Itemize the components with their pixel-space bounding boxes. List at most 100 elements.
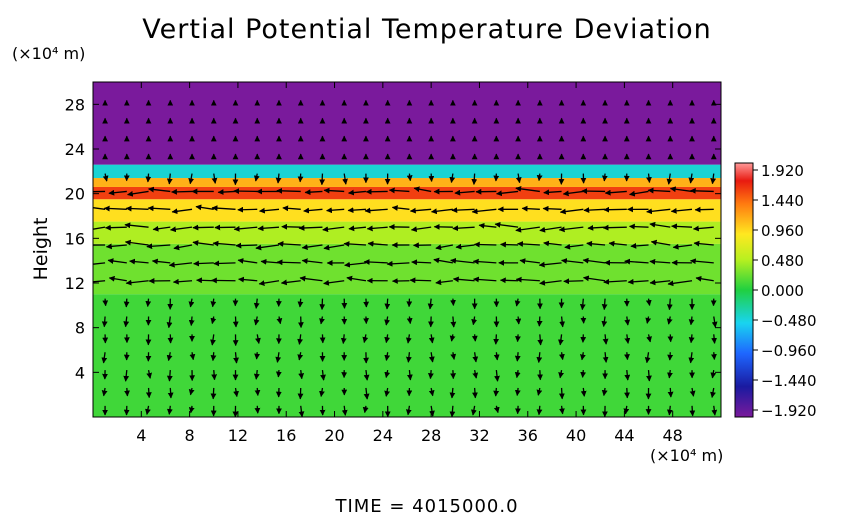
wind-arrow bbox=[455, 243, 475, 250]
wind-arrow bbox=[536, 173, 543, 182]
wind-arrow bbox=[146, 369, 153, 379]
wind-arrow bbox=[323, 279, 345, 286]
wind-arrow bbox=[145, 173, 152, 183]
wind-arrow bbox=[429, 405, 435, 417]
wind-arrow bbox=[255, 334, 261, 344]
wind-arrow bbox=[151, 258, 171, 265]
wind-arrow bbox=[515, 405, 521, 415]
wind-arrow bbox=[688, 316, 695, 326]
wind-arrow bbox=[188, 405, 195, 414]
wind-arrow bbox=[101, 316, 108, 328]
wind-arrow bbox=[711, 405, 718, 416]
wind-arrow bbox=[253, 173, 260, 182]
wind-arrow bbox=[167, 387, 174, 399]
wind-arrow bbox=[450, 298, 456, 306]
field-band bbox=[93, 186, 721, 200]
wind-arrow bbox=[253, 316, 260, 326]
wind-arrow bbox=[693, 240, 714, 247]
wind-arrow bbox=[428, 352, 435, 363]
wind-arrow bbox=[471, 334, 478, 342]
wind-arrow bbox=[297, 298, 304, 308]
wind-arrow bbox=[152, 225, 171, 232]
wind-arrow bbox=[233, 352, 239, 364]
wind-arrow bbox=[127, 190, 149, 197]
field-band bbox=[93, 294, 721, 417]
wind-arrow bbox=[515, 334, 521, 343]
wind-arrow bbox=[211, 173, 218, 184]
wind-arrow bbox=[558, 369, 564, 379]
wind-arrow bbox=[347, 207, 366, 214]
wind-arrow bbox=[517, 241, 540, 247]
wind-arrow bbox=[624, 352, 630, 361]
wind-arrow bbox=[123, 298, 130, 308]
x-tick-label: 24 bbox=[373, 426, 393, 445]
wind-arrow bbox=[391, 205, 410, 211]
wind-arrow bbox=[558, 387, 565, 400]
wind-arrow bbox=[188, 387, 195, 396]
wind-arrow bbox=[384, 334, 391, 344]
wind-arrow bbox=[666, 298, 673, 311]
wind-arrow bbox=[297, 334, 303, 345]
wind-arrow bbox=[583, 207, 606, 214]
wind-arrow bbox=[559, 405, 565, 415]
wind-arrow bbox=[405, 352, 412, 363]
wind-arrow bbox=[105, 243, 127, 250]
wind-arrow bbox=[340, 334, 347, 344]
wind-arrow bbox=[586, 240, 606, 247]
wind-arrow bbox=[384, 352, 391, 361]
wind-arrow bbox=[710, 173, 717, 185]
wind-arrow bbox=[108, 275, 127, 282]
wind-arrow bbox=[500, 241, 519, 248]
wind-arrow bbox=[472, 352, 479, 363]
wind-arrow bbox=[649, 221, 671, 228]
wind-arrow bbox=[363, 387, 370, 400]
wind-arrow bbox=[667, 280, 693, 287]
heatmap-field bbox=[93, 82, 721, 417]
wind-arrow bbox=[108, 189, 127, 196]
wind-arrow bbox=[166, 316, 173, 329]
wind-arrow bbox=[562, 190, 584, 197]
x-tick-label: 48 bbox=[663, 426, 683, 445]
wind-arrow bbox=[689, 405, 696, 417]
wind-arrow bbox=[644, 352, 651, 364]
wind-arrow bbox=[449, 387, 456, 399]
wind-arrow bbox=[388, 187, 410, 194]
wind-arrow bbox=[601, 298, 608, 311]
wind-arrow bbox=[210, 298, 217, 308]
x-tick-label: 20 bbox=[324, 426, 344, 445]
wind-arrow bbox=[298, 225, 323, 231]
wind-arrow bbox=[450, 352, 457, 360]
wind-arrow bbox=[450, 316, 457, 328]
wind-arrow bbox=[275, 173, 282, 184]
wind-arrow bbox=[258, 280, 280, 286]
field-band bbox=[93, 199, 721, 222]
wind-arrow bbox=[276, 316, 283, 325]
wind-arrow bbox=[452, 225, 475, 232]
wind-arrow bbox=[386, 260, 410, 267]
wind-arrow bbox=[449, 334, 456, 342]
wind-arrow bbox=[514, 352, 521, 362]
field-band bbox=[93, 82, 721, 165]
wind-arrow bbox=[564, 243, 584, 250]
wind-arrow bbox=[650, 239, 671, 246]
wind-arrow bbox=[624, 258, 649, 265]
wind-arrow bbox=[514, 369, 521, 379]
wind-arrow bbox=[645, 298, 652, 307]
wind-arrow bbox=[623, 405, 630, 415]
wind-arrow bbox=[602, 334, 609, 345]
wind-arrow bbox=[603, 206, 627, 213]
wind-arrow bbox=[301, 244, 323, 250]
wind-arrow bbox=[563, 278, 584, 285]
wind-arrow bbox=[537, 334, 544, 346]
colorbar-ticks: 1.920 1.440 0.960 0.480 0.000 −0.480 −0.960 −1.… bbox=[753, 162, 817, 420]
wind-arrow bbox=[125, 205, 149, 212]
wind-arrow bbox=[297, 352, 304, 361]
wind-arrow bbox=[320, 370, 326, 381]
wind-arrow bbox=[367, 240, 388, 247]
wind-arrow bbox=[494, 221, 519, 228]
wind-arrow bbox=[515, 173, 522, 184]
wind-arrow bbox=[428, 387, 435, 397]
colorbar-label: 1.440 bbox=[761, 192, 804, 210]
wind-arrow bbox=[559, 352, 565, 361]
